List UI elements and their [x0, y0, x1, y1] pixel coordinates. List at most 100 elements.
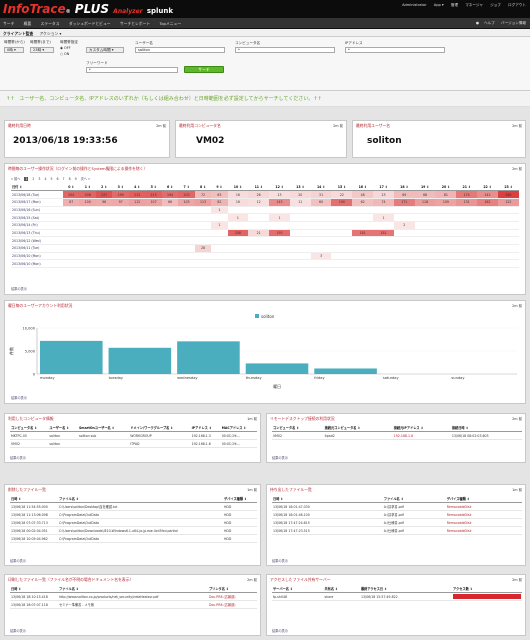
- hour-cell[interactable]: [269, 221, 290, 230]
- hour-cell[interactable]: [456, 206, 478, 215]
- hour-cell[interactable]: 118: [414, 198, 436, 207]
- hour-cell[interactable]: 208: [227, 229, 249, 238]
- hour-cell[interactable]: [63, 221, 80, 230]
- hour-cell[interactable]: [331, 236, 353, 246]
- hour-cell[interactable]: [128, 259, 146, 269]
- table-row[interactable]: VM02 soliton ITPAD 192.168.1.6 00:0C:29:...: [10, 439, 257, 449]
- admin-link[interactable]: 管理: [450, 3, 459, 7]
- hour-cell[interactable]: [178, 221, 195, 230]
- hour-cell[interactable]: 109: [435, 198, 457, 207]
- hour-cell[interactable]: [178, 236, 195, 246]
- hour-cell[interactable]: [373, 252, 394, 261]
- hour-cell[interactable]: [289, 213, 311, 223]
- column-header[interactable]: 接続日時 ↕: [450, 424, 522, 433]
- hour-cell[interactable]: [128, 244, 146, 253]
- column-header[interactable]: コンピュータ名 ↕: [10, 424, 49, 433]
- hour-cell[interactable]: 12: [248, 198, 270, 207]
- hour-cell[interactable]: [227, 259, 249, 269]
- hour-cell[interactable]: 66: [161, 198, 179, 207]
- hour-cell[interactable]: [456, 244, 478, 253]
- hour-cell[interactable]: [211, 213, 228, 223]
- column-header[interactable]: ファイル名 ↕: [382, 495, 446, 504]
- hour-cell[interactable]: [194, 252, 212, 261]
- hour-cell[interactable]: 21: [248, 229, 270, 238]
- hour-cell[interactable]: 48: [352, 190, 374, 199]
- hour-cell[interactable]: [79, 236, 96, 246]
- column-header[interactable]: デバイス種類 ↕: [223, 495, 257, 504]
- hour-cell[interactable]: [373, 221, 394, 230]
- column-header[interactable]: IPアドレス ↕: [190, 424, 221, 433]
- hour-column-header[interactable]: 0 ↕: [63, 183, 80, 192]
- hour-cell[interactable]: [435, 221, 457, 230]
- hour-cell[interactable]: [128, 213, 146, 223]
- table-row[interactable]: 13/06/18 11:54:55.000 C:\Users\soliton\De…: [10, 502, 257, 512]
- hour-cell[interactable]: [435, 213, 457, 223]
- hour-column-header[interactable]: 8 ↕: [194, 183, 212, 192]
- column-header[interactable]: 接続元IPアドレス ↕: [392, 424, 451, 433]
- hour-cell[interactable]: [289, 206, 311, 215]
- hour-cell[interactable]: [95, 236, 113, 246]
- hour-cell[interactable]: [289, 229, 311, 238]
- view-results-link[interactable]: 結果の表示: [10, 629, 26, 633]
- hour-cell[interactable]: [194, 236, 212, 246]
- hour-cell[interactable]: [194, 206, 212, 215]
- view-results-link[interactable]: 結果の表示: [10, 559, 26, 563]
- time-to-select[interactable]: 23時 ▾: [30, 47, 54, 53]
- hour-cell[interactable]: 1: [227, 213, 249, 223]
- hour-cell[interactable]: [435, 244, 457, 253]
- date-column-header[interactable]: 日付 ↕: [11, 183, 63, 192]
- hour-cell[interactable]: [331, 259, 353, 269]
- page-link[interactable]: 3: [38, 177, 41, 181]
- freeword-input[interactable]: *: [86, 67, 178, 73]
- hour-cell[interactable]: 20: [289, 190, 311, 199]
- hour-cell[interactable]: [331, 229, 353, 238]
- hour-cell[interactable]: [145, 229, 162, 238]
- prev-page-link[interactable]: « 前へ: [11, 177, 21, 181]
- hour-cell[interactable]: [477, 236, 498, 246]
- hour-column-header[interactable]: 4 ↕: [128, 183, 146, 192]
- hour-cell[interactable]: 68: [414, 190, 436, 199]
- hour-cell[interactable]: [435, 229, 457, 238]
- hour-cell[interactable]: 63: [211, 190, 228, 199]
- view-results-link[interactable]: 結果の表示: [10, 456, 26, 460]
- hour-cell[interactable]: 11: [289, 198, 311, 207]
- column-header[interactable]: SmartOnユーザー名 ↕: [77, 424, 130, 433]
- help-link[interactable]: ヘルプ: [483, 21, 495, 25]
- hour-cell[interactable]: 97: [112, 198, 129, 207]
- hour-cell[interactable]: [435, 259, 457, 269]
- hour-cell[interactable]: [63, 213, 80, 223]
- hour-cell[interactable]: [79, 244, 96, 253]
- user-input[interactable]: soliton: [135, 47, 225, 53]
- ip-input[interactable]: *: [345, 47, 445, 53]
- hour-cell[interactable]: [79, 206, 96, 215]
- table-row[interactable]: VM02 itpad2 192.168.1.6 13/06/18 08:02:03.6…: [272, 431, 522, 441]
- next-page-link[interactable]: 次へ »: [80, 177, 90, 181]
- hour-cell[interactable]: [393, 259, 415, 269]
- hour-cell[interactable]: 215: [145, 190, 162, 199]
- hour-cell[interactable]: [227, 252, 249, 261]
- hour-column-header[interactable]: 5 ↕: [145, 183, 162, 192]
- hour-cell[interactable]: [194, 259, 212, 269]
- hour-cell[interactable]: [79, 221, 96, 230]
- hour-cell[interactable]: [373, 206, 394, 215]
- hour-cell[interactable]: [289, 259, 311, 269]
- hour-cell[interactable]: [414, 259, 436, 269]
- hour-cell[interactable]: [211, 244, 228, 253]
- hour-column-header[interactable]: 12 ↕: [269, 183, 290, 192]
- column-header[interactable]: プリンタ名 ↕: [208, 585, 257, 594]
- hour-cell[interactable]: 81: [435, 190, 457, 199]
- app-menu[interactable]: App ▾: [433, 3, 444, 7]
- table-row[interactable]: 13/06/18 18:01:46.100 A:\請求書.pdf Removable…: [272, 510, 522, 520]
- action-menu[interactable]: アクション ▾: [39, 31, 62, 36]
- hour-cell[interactable]: [497, 213, 519, 223]
- time-from-select[interactable]: 0時 ▾: [4, 47, 24, 53]
- hour-cell[interactable]: [352, 213, 374, 223]
- hour-cell[interactable]: [289, 236, 311, 246]
- table-row[interactable]: 13/06/18 17:47:23.515 A:\仕様書.pdf Removable…: [272, 526, 522, 536]
- hour-cell[interactable]: [161, 206, 179, 215]
- hour-cell[interactable]: [352, 236, 374, 246]
- hour-column-header[interactable]: 3 ↕: [112, 183, 129, 192]
- hour-cell[interactable]: [435, 206, 457, 215]
- radio-off[interactable]: ◉ OFF: [60, 46, 71, 50]
- hour-cell[interactable]: 100: [79, 198, 96, 207]
